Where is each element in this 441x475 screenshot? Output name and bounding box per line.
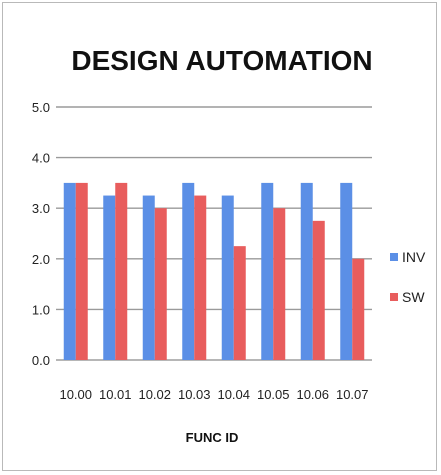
y-tick-label: 1.0 <box>32 302 50 317</box>
bar-sw-10.00 <box>75 182 88 360</box>
bar-inv-10.00 <box>63 182 76 360</box>
bar-inv-10.02 <box>142 195 155 360</box>
y-tick-label: 4.0 <box>32 151 50 166</box>
x-tick-label: 10.07 <box>336 387 369 402</box>
x-tick-label: 10.02 <box>138 387 171 402</box>
y-tick-label: 5.0 <box>32 100 50 115</box>
y-tick-label: 3.0 <box>32 201 50 216</box>
x-axis-label: FUNC ID <box>186 430 239 445</box>
legend-swatch-inv <box>390 253 398 261</box>
x-tick-label: 10.05 <box>257 387 290 402</box>
bar-inv-10.07 <box>340 182 353 360</box>
bar-sw-10.07 <box>352 258 365 360</box>
legend: INV SW <box>390 249 426 305</box>
y-tick-label: 2.0 <box>32 252 50 267</box>
x-tick-label: 10.06 <box>296 387 329 402</box>
y-tick-labels: 0.0 1.0 2.0 3.0 4.0 5.0 <box>32 100 50 368</box>
bar-sw-10.05 <box>273 208 286 360</box>
x-tick-label: 10.00 <box>59 387 92 402</box>
x-tick-label: 10.01 <box>99 387 132 402</box>
bar-inv-10.05 <box>261 182 274 360</box>
legend-label-sw: SW <box>402 289 425 305</box>
legend-label-inv: INV <box>402 249 426 265</box>
bar-inv-10.04 <box>221 195 234 360</box>
legend-swatch-sw <box>390 293 398 301</box>
bar-sw-10.01 <box>115 182 128 360</box>
y-tick-label: 0.0 <box>32 353 50 368</box>
x-tick-labels: 10.00 10.01 10.02 10.03 10.04 10.05 10.06 10.07 <box>59 387 368 402</box>
bar-sw-10.02 <box>154 208 167 360</box>
bar-sw-10.06 <box>312 220 325 360</box>
bars <box>63 182 365 360</box>
bar-inv-10.03 <box>182 182 195 360</box>
x-tick-label: 10.04 <box>217 387 250 402</box>
bar-sw-10.03 <box>194 195 207 360</box>
x-tick-label: 10.03 <box>178 387 211 402</box>
bar-inv-10.01 <box>103 195 116 360</box>
bar-sw-10.04 <box>233 246 246 360</box>
bar-inv-10.06 <box>300 182 313 360</box>
chart-title: DESIGN AUTOMATION <box>71 45 372 76</box>
